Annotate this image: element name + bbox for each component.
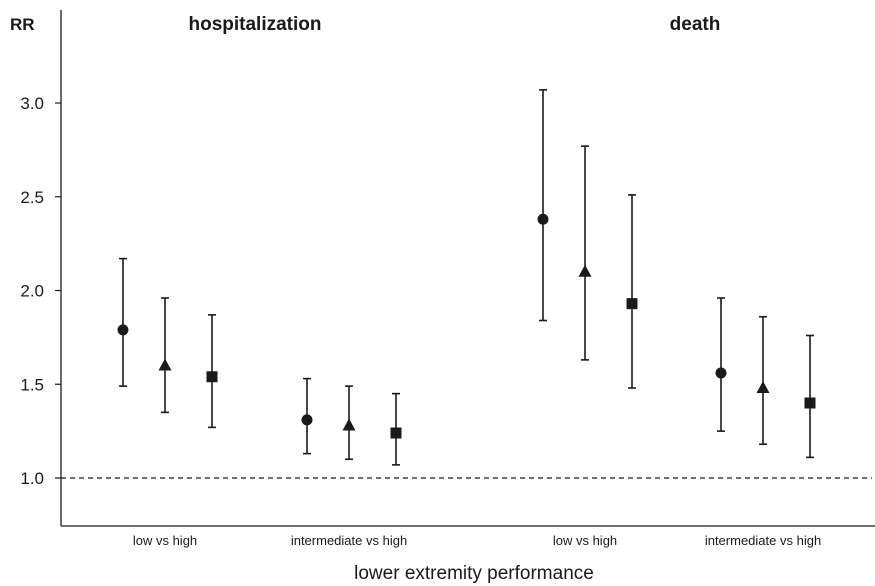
marker-triangle [756, 381, 770, 393]
marker-triangle [578, 264, 592, 277]
marker-square [206, 371, 218, 383]
marker-triangle [342, 418, 356, 431]
x-tick-label: intermediate vs high [705, 533, 821, 548]
marker-circle [715, 367, 727, 379]
marker-square [390, 427, 402, 439]
x-tick-label: low vs high [133, 533, 197, 548]
y-tick-label: 1.5 [20, 375, 44, 394]
marker-circle [537, 213, 549, 225]
y-tick-label: 3.0 [20, 94, 44, 113]
marker-circle [117, 324, 129, 336]
marker-circle [301, 414, 313, 426]
axes [60, 10, 875, 527]
panel-title-death: death [670, 14, 721, 35]
y-axis-label: RR [10, 15, 35, 34]
marker-square [804, 397, 816, 409]
x-axis-title: lower extremity performance [354, 563, 594, 584]
marker-triangle [158, 358, 172, 371]
data-points [117, 89, 816, 466]
y-ticks: 1.0 1.5 2.0 2.5 3.0 [20, 94, 61, 488]
x-ticks: low vs high intermediate vs high low vs hi… [133, 533, 821, 548]
x-tick-label: intermediate vs high [291, 533, 407, 548]
panel-title-hospitalization: hospitalization [189, 14, 322, 35]
y-tick-label: 1.0 [20, 469, 44, 488]
y-tick-label: 2.5 [20, 188, 44, 207]
y-tick-label: 2.0 [20, 282, 44, 301]
marker-square [626, 298, 638, 310]
x-tick-label: low vs high [553, 533, 617, 548]
